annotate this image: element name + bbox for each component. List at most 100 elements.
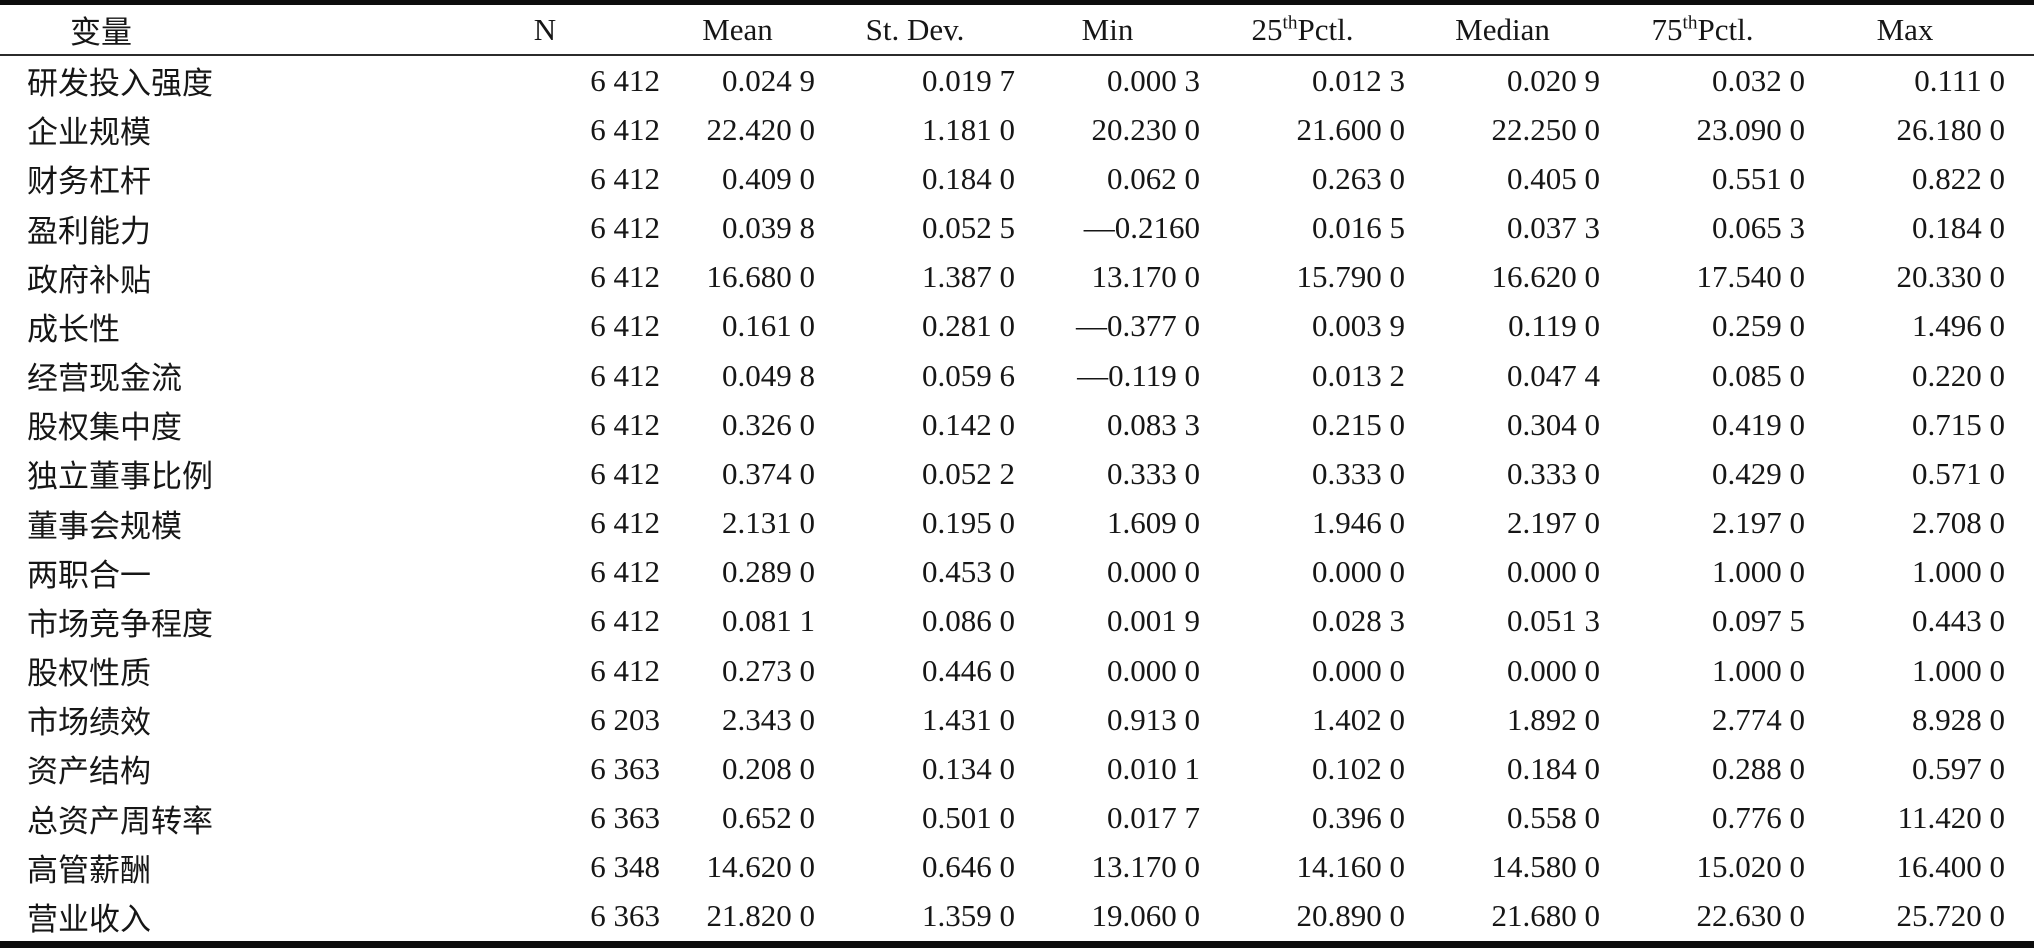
table-row: 成长性 6 412 0.161 0 0.281 0 —0.377 0 0.003 9 0.1… — [0, 302, 2034, 351]
cell-max: 0.184 0 — [1912, 210, 2005, 246]
cell-spacer — [2005, 55, 2034, 105]
cell-pctl25: 0.028 3 — [1312, 603, 1405, 639]
cell-max: 0.715 0 — [1912, 406, 2005, 442]
cell-min: 0.010 1 — [1107, 750, 1200, 786]
cell-stdev: 0.446 0 — [922, 652, 1015, 688]
cell-median: 0.000 0 — [1507, 652, 1600, 688]
cell-mean: 16.680 0 — [706, 259, 816, 295]
cell-variable: 高管薪酬 — [27, 852, 151, 888]
cell-mean: 0.161 0 — [722, 308, 815, 344]
cell-pctl75: 22.630 0 — [1696, 898, 1806, 934]
cell-max: 20.330 0 — [1896, 259, 2006, 295]
cell-median: 21.680 0 — [1491, 898, 1601, 934]
cell-max: 0.822 0 — [1912, 160, 2005, 196]
cell-pctl75: 0.776 0 — [1712, 800, 1805, 836]
cell-mean: 14.620 0 — [706, 849, 816, 885]
cell-min: 0.333 0 — [1107, 455, 1200, 491]
cell-min: 0.001 9 — [1107, 603, 1200, 639]
cell-variable: 经营现金流 — [27, 361, 182, 397]
column-header-pctl25: 25thPctl. — [1251, 11, 1354, 47]
cell-variable: 盈利能力 — [27, 213, 151, 249]
cell-stdev: 0.019 7 — [922, 62, 1015, 98]
cell-variable: 独立董事比例 — [27, 459, 213, 495]
cell-variable: 政府补贴 — [27, 262, 151, 298]
column-header-mean: Mean — [702, 11, 773, 47]
cell-variable: 营业收入 — [27, 901, 151, 937]
table-row: 企业规模 6 412 22.420 0 1.181 0 20.230 0 21.600 0… — [0, 105, 2034, 154]
cell-pctl25: 0.333 0 — [1312, 455, 1405, 491]
cell-min: 0.017 7 — [1107, 800, 1200, 836]
cell-pctl75: 15.020 0 — [1696, 849, 1806, 885]
cell-max: 0.111 0 — [1914, 62, 2005, 98]
cell-pctl25: 0.012 3 — [1312, 62, 1405, 98]
cell-min: 19.060 0 — [1091, 898, 1201, 934]
cell-stdev: 1.181 0 — [922, 111, 1015, 147]
cell-pctl25: 20.890 0 — [1296, 898, 1406, 934]
column-header-variable: 变量 — [70, 15, 132, 50]
cell-mean: 21.820 0 — [706, 898, 816, 934]
table-row: 总资产周转率 6 363 0.652 0 0.501 0 0.017 7 0.396 0 0… — [0, 793, 2034, 842]
cell-pctl25: 15.790 0 — [1296, 259, 1406, 295]
cell-mean: 0.326 0 — [722, 406, 815, 442]
cell-mean: 2.131 0 — [722, 505, 815, 541]
cell-spacer — [2005, 302, 2034, 351]
cell-pctl25: 0.013 2 — [1312, 357, 1405, 393]
cell-stdev: 0.646 0 — [922, 849, 1015, 885]
cell-median: 0.119 0 — [1508, 308, 1600, 344]
cell-min: —0.377 0 — [1076, 308, 1200, 344]
cell-min: 0.000 0 — [1107, 554, 1200, 590]
cell-spacer — [2005, 253, 2034, 302]
cell-max: 0.443 0 — [1912, 603, 2005, 639]
cell-mean: 0.081 1 — [722, 603, 815, 639]
cell-median: 14.580 0 — [1491, 849, 1601, 885]
cell-min: 0.083 3 — [1107, 406, 1200, 442]
cell-n: 6 412 — [590, 455, 660, 491]
cell-stdev: 0.195 0 — [922, 505, 1015, 541]
cell-max: 0.597 0 — [1912, 750, 2005, 786]
cell-n: 6 412 — [590, 62, 660, 98]
column-header-median: Median — [1455, 11, 1550, 47]
cell-pctl75: 0.551 0 — [1712, 160, 1805, 196]
cell-median: 0.558 0 — [1507, 800, 1600, 836]
cell-median: 0.304 0 — [1507, 406, 1600, 442]
cell-n: 6 412 — [590, 259, 660, 295]
cell-min: 0.000 0 — [1107, 652, 1200, 688]
cell-pctl75: 0.085 0 — [1712, 357, 1805, 393]
cell-n: 6 412 — [590, 406, 660, 442]
cell-spacer — [2005, 204, 2034, 253]
cell-stdev: 1.387 0 — [922, 259, 1015, 295]
cell-n: 6 412 — [590, 554, 660, 590]
cell-stdev: 0.453 0 — [922, 554, 1015, 590]
summary-table: 变量 N Mean St. Dev. Min 25thPctl. Median 75thPct… — [0, 5, 2034, 941]
cell-pctl75: 1.000 0 — [1712, 554, 1805, 590]
cell-n: 6 363 — [590, 898, 660, 934]
cell-spacer — [2005, 548, 2034, 597]
cell-pctl75: 17.540 0 — [1696, 259, 1806, 295]
table-row: 市场竞争程度 6 412 0.081 1 0.086 0 0.001 9 0.028 3 0… — [0, 597, 2034, 646]
cell-pctl25: 0.215 0 — [1312, 406, 1405, 442]
cell-median: 0.051 3 — [1507, 603, 1600, 639]
cell-min: 0.913 0 — [1107, 701, 1200, 737]
cell-median: 22.250 0 — [1491, 111, 1601, 147]
column-header-max: Max — [1876, 11, 1934, 47]
cell-n: 6 412 — [590, 652, 660, 688]
cell-n: 6 412 — [590, 357, 660, 393]
cell-median: 0.020 9 — [1507, 62, 1600, 98]
cell-mean: 0.039 8 — [722, 210, 815, 246]
cell-pctl75: 0.259 0 — [1712, 308, 1805, 344]
cell-max: 25.720 0 — [1896, 898, 2006, 934]
cell-stdev: 0.134 0 — [922, 750, 1015, 786]
cell-pctl75: 0.288 0 — [1712, 750, 1805, 786]
cell-min: 20.230 0 — [1091, 111, 1201, 147]
column-header-pctl75: 75thPctl. — [1651, 11, 1754, 47]
cell-median: 2.197 0 — [1507, 505, 1600, 541]
cell-pctl75: 0.032 0 — [1712, 62, 1805, 98]
cell-mean: 0.024 9 — [722, 62, 815, 98]
cell-min: —0.119 0 — [1077, 357, 1200, 393]
table-row: 独立董事比例 6 412 0.374 0 0.052 2 0.333 0 0.333 0 0… — [0, 449, 2034, 498]
cell-min: —0.2160 — [1083, 210, 1200, 246]
table-header-row: 变量 N Mean St. Dev. Min 25thPctl. Median 75thPct… — [0, 5, 2034, 55]
cell-spacer — [2005, 449, 2034, 498]
cell-pctl25: 0.263 0 — [1312, 160, 1405, 196]
cell-pctl25: 0.102 0 — [1312, 750, 1405, 786]
